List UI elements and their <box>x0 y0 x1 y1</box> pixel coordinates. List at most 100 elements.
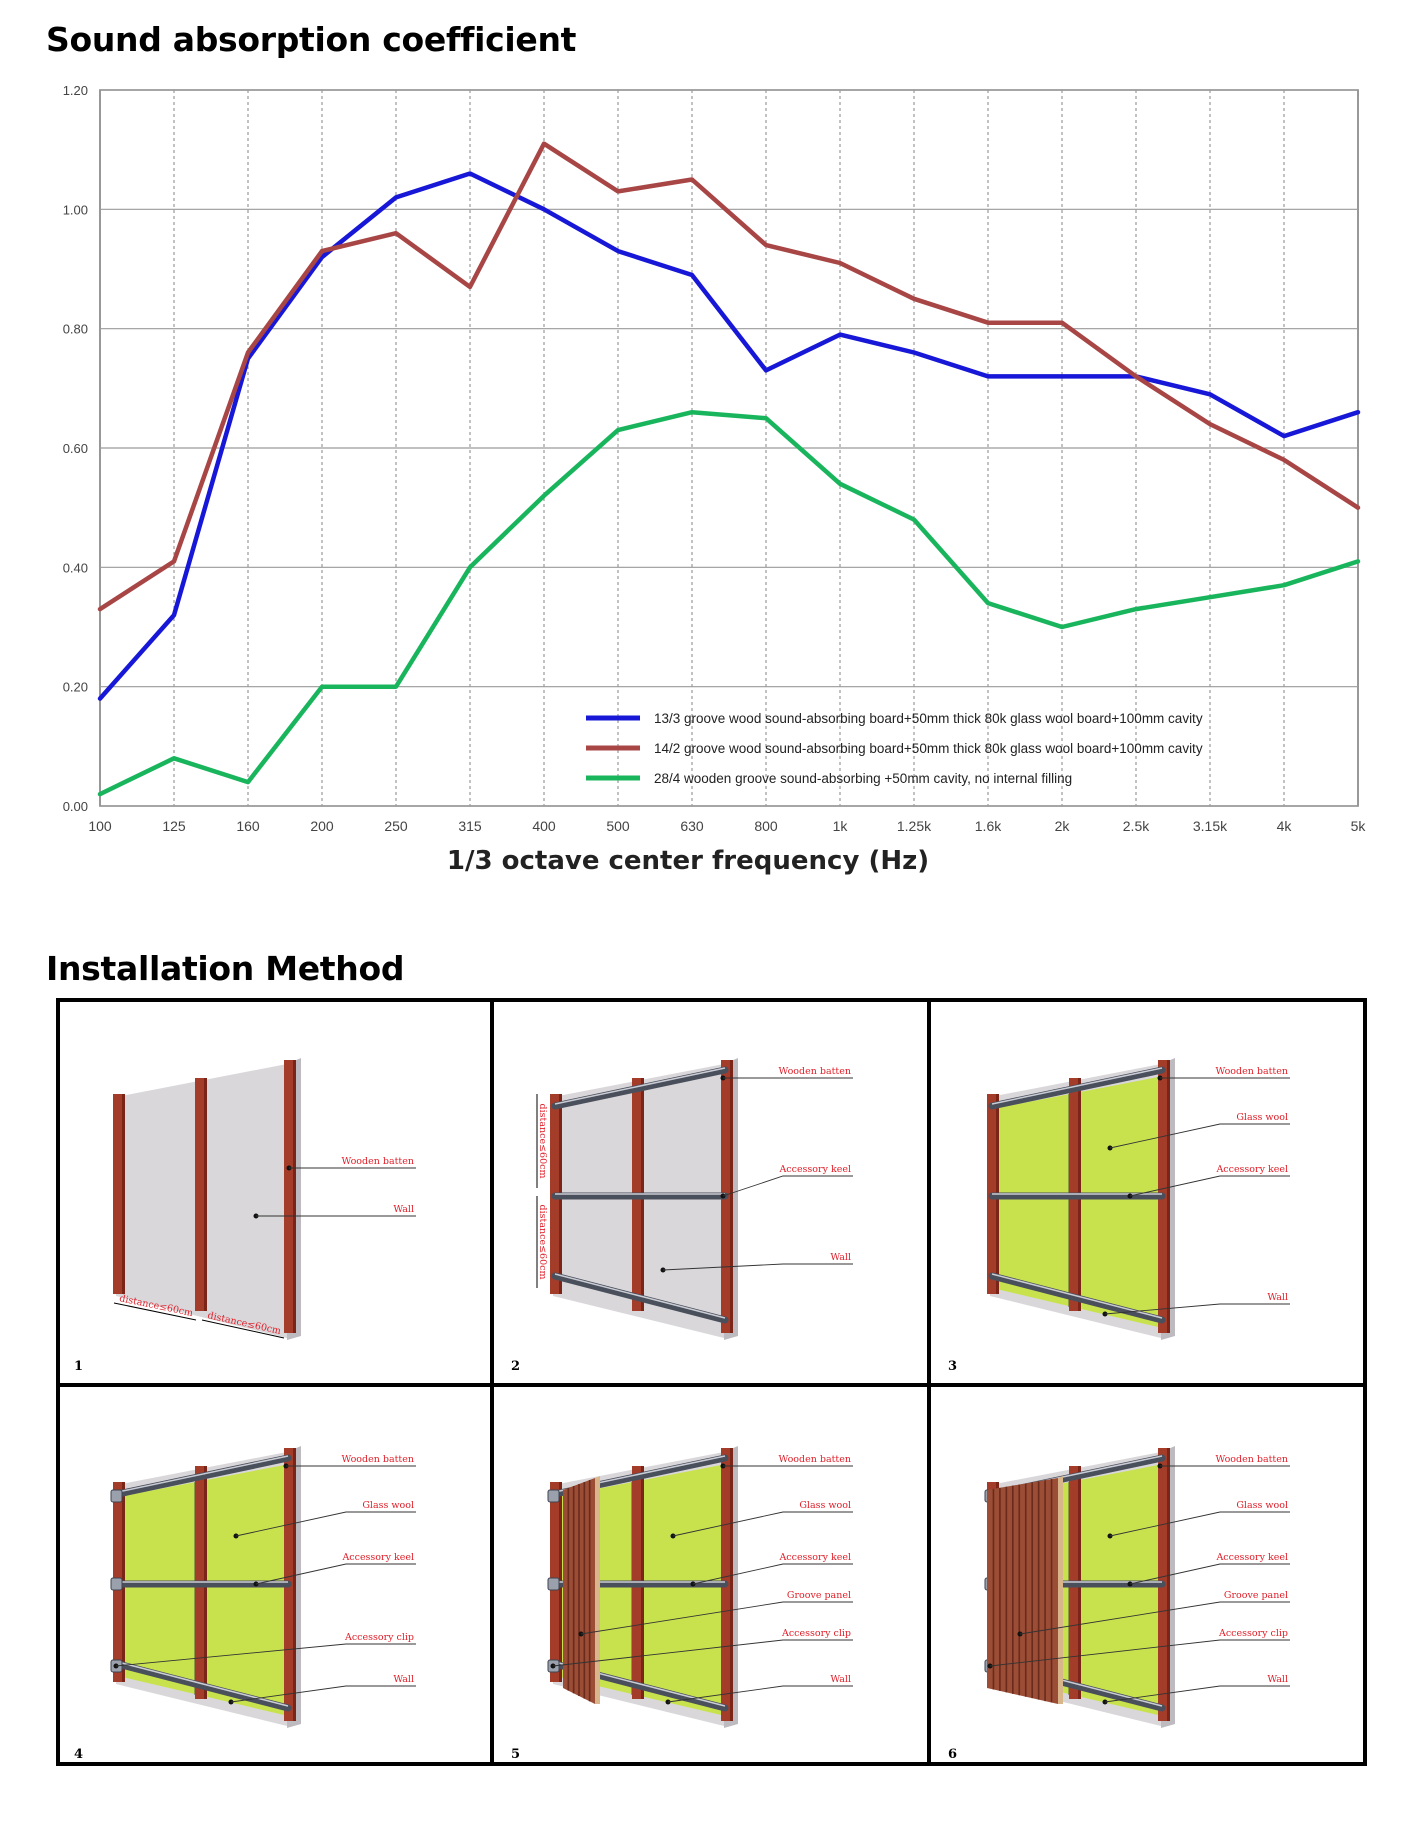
batten-shade <box>1167 1060 1170 1333</box>
dimension-label: distance≤60cm <box>537 1104 548 1179</box>
leader-line <box>1104 1303 1290 1315</box>
install-step-5: Wooden batten Glass wool Accessory keel Gro… <box>511 1446 853 1762</box>
callout-label: Wooden batten <box>778 1066 851 1077</box>
batten-shade <box>293 1448 296 1721</box>
x-tick-label: 200 <box>310 818 334 834</box>
y-tick-label: 1.00 <box>63 202 88 217</box>
leader-line <box>1129 1175 1290 1197</box>
y-tick-label: 0.40 <box>63 560 88 575</box>
x-tick-label: 100 <box>88 818 112 834</box>
callout-label: Wall <box>393 1204 414 1215</box>
callout-label: Accessory clip <box>781 1628 851 1639</box>
leader-line <box>1019 1601 1290 1635</box>
callout-label: Wall <box>1267 1292 1288 1303</box>
absorption-line-chart: 13/3 groove wood sound-absorbing board+5… <box>63 83 1367 876</box>
callout-label: Wooden batten <box>341 1156 414 1167</box>
callout-label: Glass wool <box>362 1500 414 1511</box>
callout-label: Wooden batten <box>1215 1066 1288 1077</box>
step-number: 5 <box>511 1747 520 1762</box>
leader-line <box>989 1639 1290 1667</box>
y-tick-label: 0.00 <box>63 799 88 814</box>
step-number: 3 <box>948 1359 957 1374</box>
x-axis-label: 1/3 octave center frequency (Hz) <box>447 846 929 876</box>
keel-highlight <box>991 1067 1163 1105</box>
legend-entry-2: 14/2 groove wood sound-absorbing board+5… <box>654 741 1203 756</box>
accessory-keel <box>114 1454 292 1498</box>
y-tick-label: 1.20 <box>63 83 88 98</box>
chart-series <box>97 141 1361 797</box>
x-tick-label: 630 <box>680 818 704 834</box>
leader-line <box>667 1685 853 1703</box>
callout-label: Wooden batten <box>1215 1454 1288 1465</box>
x-tick-label: 160 <box>236 818 260 834</box>
accessory-keel <box>988 1066 1166 1110</box>
batten-shade <box>204 1078 207 1311</box>
batten-shade <box>730 1448 733 1721</box>
x-tick-label: 400 <box>532 818 556 834</box>
callout-label: Groove panel <box>787 1590 851 1601</box>
sound-absorption-title: Sound absorption coefficient <box>46 20 577 59</box>
series-line-3 <box>97 409 1361 797</box>
leader-line <box>662 1263 853 1271</box>
install-step-2: Wooden batten Accessory keel Wall distance≤… <box>511 1058 853 1374</box>
leader-line <box>580 1601 853 1635</box>
keel-highlight <box>991 1273 1163 1319</box>
leader-line <box>1104 1685 1290 1703</box>
dimension-line <box>201 1319 285 1339</box>
x-tick-label: 125 <box>162 818 186 834</box>
leader-line <box>235 1511 416 1537</box>
leader-line <box>722 1175 853 1197</box>
chart-tick-labels: 0.00 0.20 0.40 0.60 0.80 1.00 1.20 100 125 160 200… <box>63 83 1367 834</box>
callout-label: Wall <box>830 1674 851 1685</box>
keel-highlight <box>554 1067 726 1105</box>
leader-line <box>115 1643 416 1667</box>
x-tick-label: 2.5k <box>1123 818 1150 834</box>
leader-line <box>552 1639 853 1667</box>
leader-line <box>692 1563 853 1585</box>
callout-label: Accessory keel <box>1215 1552 1288 1563</box>
series-line-2 <box>97 141 1361 612</box>
installation-method-diagram: Wooden batten Wall distance≤60cm distance≤6… <box>56 998 1367 1766</box>
x-tick-label: 315 <box>458 818 482 834</box>
callout-label: Wall <box>830 1252 851 1263</box>
chart-legend: 13/3 groove wood sound-absorbing board+5… <box>586 711 1203 786</box>
dimension-label: distance≤60cm <box>537 1205 548 1280</box>
batten-shade <box>1167 1448 1170 1721</box>
step-number: 2 <box>511 1359 520 1374</box>
callout-label: Wooden batten <box>778 1454 851 1465</box>
accessory-keel <box>551 1272 729 1324</box>
callout-label: Groove panel <box>1224 1590 1288 1601</box>
accessory-clip <box>547 1489 560 1503</box>
callout-label: Accessory keel <box>341 1552 414 1563</box>
callout-label: Wall <box>393 1674 414 1685</box>
legend-entry-1: 13/3 groove wood sound-absorbing board+5… <box>654 711 1203 726</box>
series-line-1 <box>97 171 1361 701</box>
x-tick-label: 1.25k <box>897 818 932 834</box>
callout-label: Glass wool <box>799 1500 851 1511</box>
x-tick-label: 3.15k <box>1193 818 1228 834</box>
y-tick-label: 0.60 <box>63 441 88 456</box>
x-tick-label: 1k <box>833 818 849 834</box>
groove-panel-edge <box>1058 1476 1063 1704</box>
accessory-keel <box>988 1272 1166 1324</box>
step-number: 1 <box>74 1359 83 1374</box>
x-tick-label: 5k <box>1351 818 1367 834</box>
x-tick-label: 250 <box>384 818 408 834</box>
leader-line <box>1109 1123 1290 1149</box>
leader-line <box>1129 1563 1290 1585</box>
callout-label: Accessory keel <box>778 1552 851 1563</box>
batten-shade <box>730 1060 733 1333</box>
installation-method-title: Installation Method <box>46 949 405 988</box>
y-tick-label: 0.80 <box>63 322 88 337</box>
accessory-clip <box>110 1489 123 1503</box>
callout-label: Accessory clip <box>1218 1628 1288 1639</box>
callout-label: Glass wool <box>1236 1112 1288 1123</box>
groove-panel-edge <box>595 1476 600 1704</box>
install-step-3: Wooden batten Glass wool Accessory keel Wal… <box>948 1058 1290 1374</box>
callout-label: Accessory keel <box>778 1164 851 1175</box>
chart-grid <box>99 89 1359 807</box>
callout-label: Accessory clip <box>344 1632 414 1643</box>
callout-label: Wooden batten <box>341 1454 414 1465</box>
groove-panel <box>987 1478 1058 1704</box>
x-tick-label: 2k <box>1055 818 1071 834</box>
